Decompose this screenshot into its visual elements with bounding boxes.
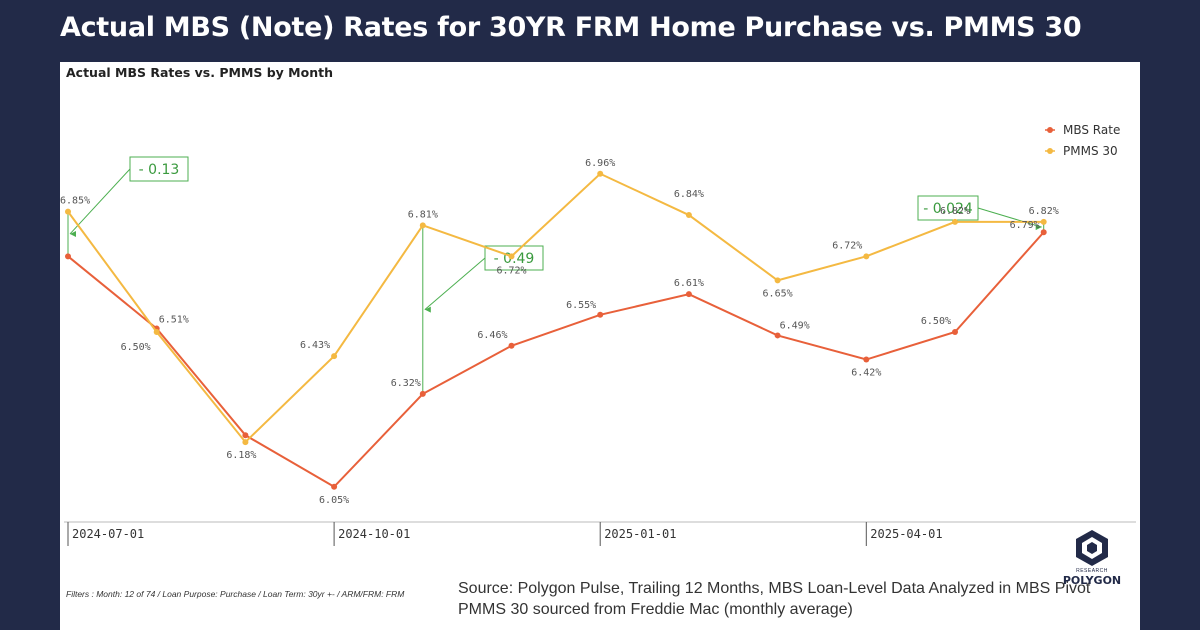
filters-text: Filters : Month: 12 of 74 / Loan Purpose… [66,589,405,599]
difference-label: - 0.13 [139,162,180,178]
data-point [242,439,249,446]
data-label: 6.96% [585,158,615,169]
data-label: 6.50% [921,316,951,327]
x-tick-label: 2024-07-01 [72,527,144,541]
series-line [67,172,1044,444]
series-line [67,231,1045,489]
data-point [331,353,338,360]
source-text: Source: Polygon Pulse, Trailing 12 Month… [458,580,1091,597]
difference-annotation: - 0.024 [917,195,1045,233]
data-label: 6.49% [780,320,810,331]
data-point [1040,229,1047,236]
data-label: 6.84% [674,189,704,200]
data-point [863,253,870,260]
difference-annotation: - 0.13 [67,156,189,257]
data-point [419,390,426,397]
x-tick-label: 2025-01-01 [604,527,676,541]
difference-annotation: - 0.49 [422,225,544,394]
data-label: 6.61% [674,278,704,289]
data-label: 6.72% [496,265,526,276]
headline: Actual MBS (Note) Rates for 30YR FRM Hom… [60,12,1082,43]
data-point [597,311,604,318]
legend-item: MBS Rate [1045,123,1120,137]
line-chart: 2024-07-01 2024-10-01 2025-01-01 2025-04-01… [60,123,1136,546]
data-label: 6.05% [319,495,349,506]
data-label: 6.43% [300,340,330,351]
x-tick-label: 2025-04-01 [870,527,942,541]
data-point [65,208,71,215]
logo-wordmark: POLYGON [1062,574,1122,587]
legend-item: PMMS 30 [1045,144,1118,158]
data-label: 6.82% [1029,206,1059,217]
data-label: 6.85% [60,196,90,207]
data-point [952,329,958,335]
data-label: 6.82% [940,206,970,217]
logo-subtext: RESEARCH [1076,568,1108,574]
data-point [685,291,692,298]
data-label: 6.72% [832,240,862,251]
data-label: 6.32% [391,378,421,389]
difference-label: - 0.49 [494,251,535,267]
legend-label: PMMS 30 [1063,144,1118,158]
data-label: 6.55% [566,300,596,311]
data-point [952,218,958,225]
data-point [774,332,781,339]
source-note: PMMS 30 sourced from Freddie Mac (monthl… [458,601,853,618]
difference-label: - 0.024 [923,201,973,217]
polygon-logo: RESEARCH POLYGON [1052,528,1132,594]
data-label: 6.42% [851,368,881,379]
data-point [1040,218,1047,225]
chart-panel: 2024-07-01 2024-10-01 2025-01-01 2025-04-01… [60,62,1140,630]
data-label: 6.18% [226,450,256,461]
data-point [597,170,604,177]
chart-title: Actual MBS Rates vs. PMMS by Month [66,65,333,80]
data-point [508,253,515,260]
legend-label: MBS Rate [1063,123,1120,137]
data-label: 6.50% [121,342,151,353]
data-point [331,483,338,490]
x-tick-label: 2024-10-01 [338,527,410,541]
data-label: 6.65% [763,288,793,299]
data-point [242,432,249,439]
data-label: 6.46% [477,330,507,341]
data-point [153,329,160,335]
data-point [65,253,71,260]
data-label: 6.79% [1010,220,1040,231]
data-point [863,356,870,363]
data-point [508,342,515,349]
polygon-logo-icon [1076,530,1108,566]
data-point [419,222,426,229]
data-point [685,212,692,219]
data-label: 6.51% [159,315,189,326]
data-label: 6.81% [408,209,438,220]
data-point [774,277,781,284]
